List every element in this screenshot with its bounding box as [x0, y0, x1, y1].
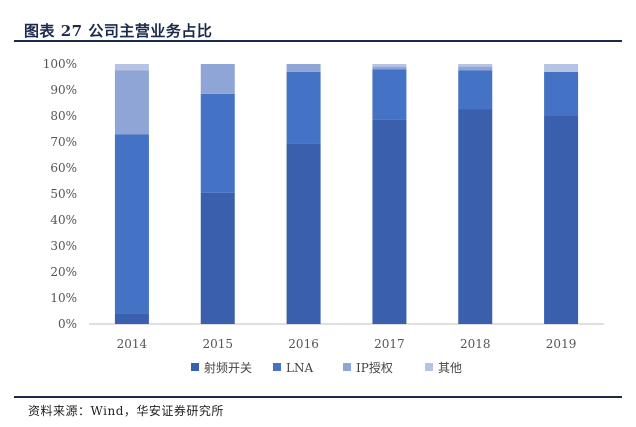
x-tick-label: 2016 — [288, 337, 319, 351]
bar-segment-2 — [114, 70, 149, 135]
bar-segment-3 — [372, 64, 407, 67]
y-tick-label: 60% — [50, 161, 77, 175]
bar-segment-0 — [114, 313, 149, 324]
y-tick-label: 90% — [50, 83, 77, 97]
legend-swatch-3 — [425, 363, 433, 371]
bar-segment-2 — [372, 66, 407, 70]
y-tick-label: 20% — [50, 265, 77, 279]
bar-segment-1 — [372, 69, 407, 120]
stacked-bar-chart: 0% 10% 20% 30% 40% 50% 60% 70% 80% 90% 100% 2014 201… — [43, 57, 604, 375]
legend-swatch-0 — [191, 363, 199, 371]
x-tick-label: 2015 — [202, 337, 233, 351]
x-tick-label: 2014 — [117, 337, 148, 351]
bar-segment-0 — [200, 192, 235, 324]
y-tick-label: 80% — [50, 109, 77, 123]
bar-segment-2 — [200, 64, 235, 94]
legend-label-2: IP授权 — [356, 360, 393, 375]
source-note: 资料来源：Wind，华安证券研究所 — [28, 404, 224, 418]
chart-title: 图表 27 公司主营业务占比 — [24, 22, 213, 40]
legend-label-3: 其他 — [438, 361, 462, 375]
bar-segment-3 — [114, 64, 149, 71]
y-tick-label: 100% — [43, 57, 77, 71]
x-tick-label: 2019 — [546, 337, 577, 351]
title-bar: 图表 27 公司主营业务占比 — [14, 0, 622, 42]
y-tick-label: 10% — [50, 291, 77, 305]
bar-segment-2 — [286, 64, 321, 72]
y-tick-label: 50% — [50, 187, 77, 201]
legend-label-1: LNA — [286, 361, 313, 375]
bar-segment-0 — [286, 143, 321, 324]
y-tick-label: 30% — [50, 239, 77, 253]
bar-segment-1 — [114, 134, 149, 314]
x-tick-label: 2018 — [460, 337, 491, 351]
bar-segment-3 — [458, 64, 493, 67]
x-tick-label: 2017 — [374, 337, 405, 351]
y-tick-label: 70% — [50, 135, 77, 149]
bar-segment-1 — [286, 71, 321, 144]
bar-segment-0 — [544, 116, 579, 324]
bar-segment-0 — [372, 119, 407, 325]
footer-rule — [14, 396, 622, 398]
chart-area: 0% 10% 20% 30% 40% 50% 60% 70% 80% 90% 100% 2014 201… — [14, 44, 622, 396]
bar-segment-2 — [458, 66, 493, 71]
y-tick-label: 40% — [50, 213, 77, 227]
legend-swatch-1 — [273, 363, 281, 371]
bar-segment-0 — [458, 109, 493, 324]
legend-label-0: 射频开关 — [204, 360, 252, 375]
bar-segment-1 — [458, 70, 493, 110]
legend-swatch-2 — [343, 363, 351, 371]
bar-segment-3 — [544, 64, 579, 72]
y-tick-label: 0% — [58, 317, 77, 331]
bar-segment-1 — [200, 93, 235, 193]
bar-segment-1 — [544, 71, 579, 116]
